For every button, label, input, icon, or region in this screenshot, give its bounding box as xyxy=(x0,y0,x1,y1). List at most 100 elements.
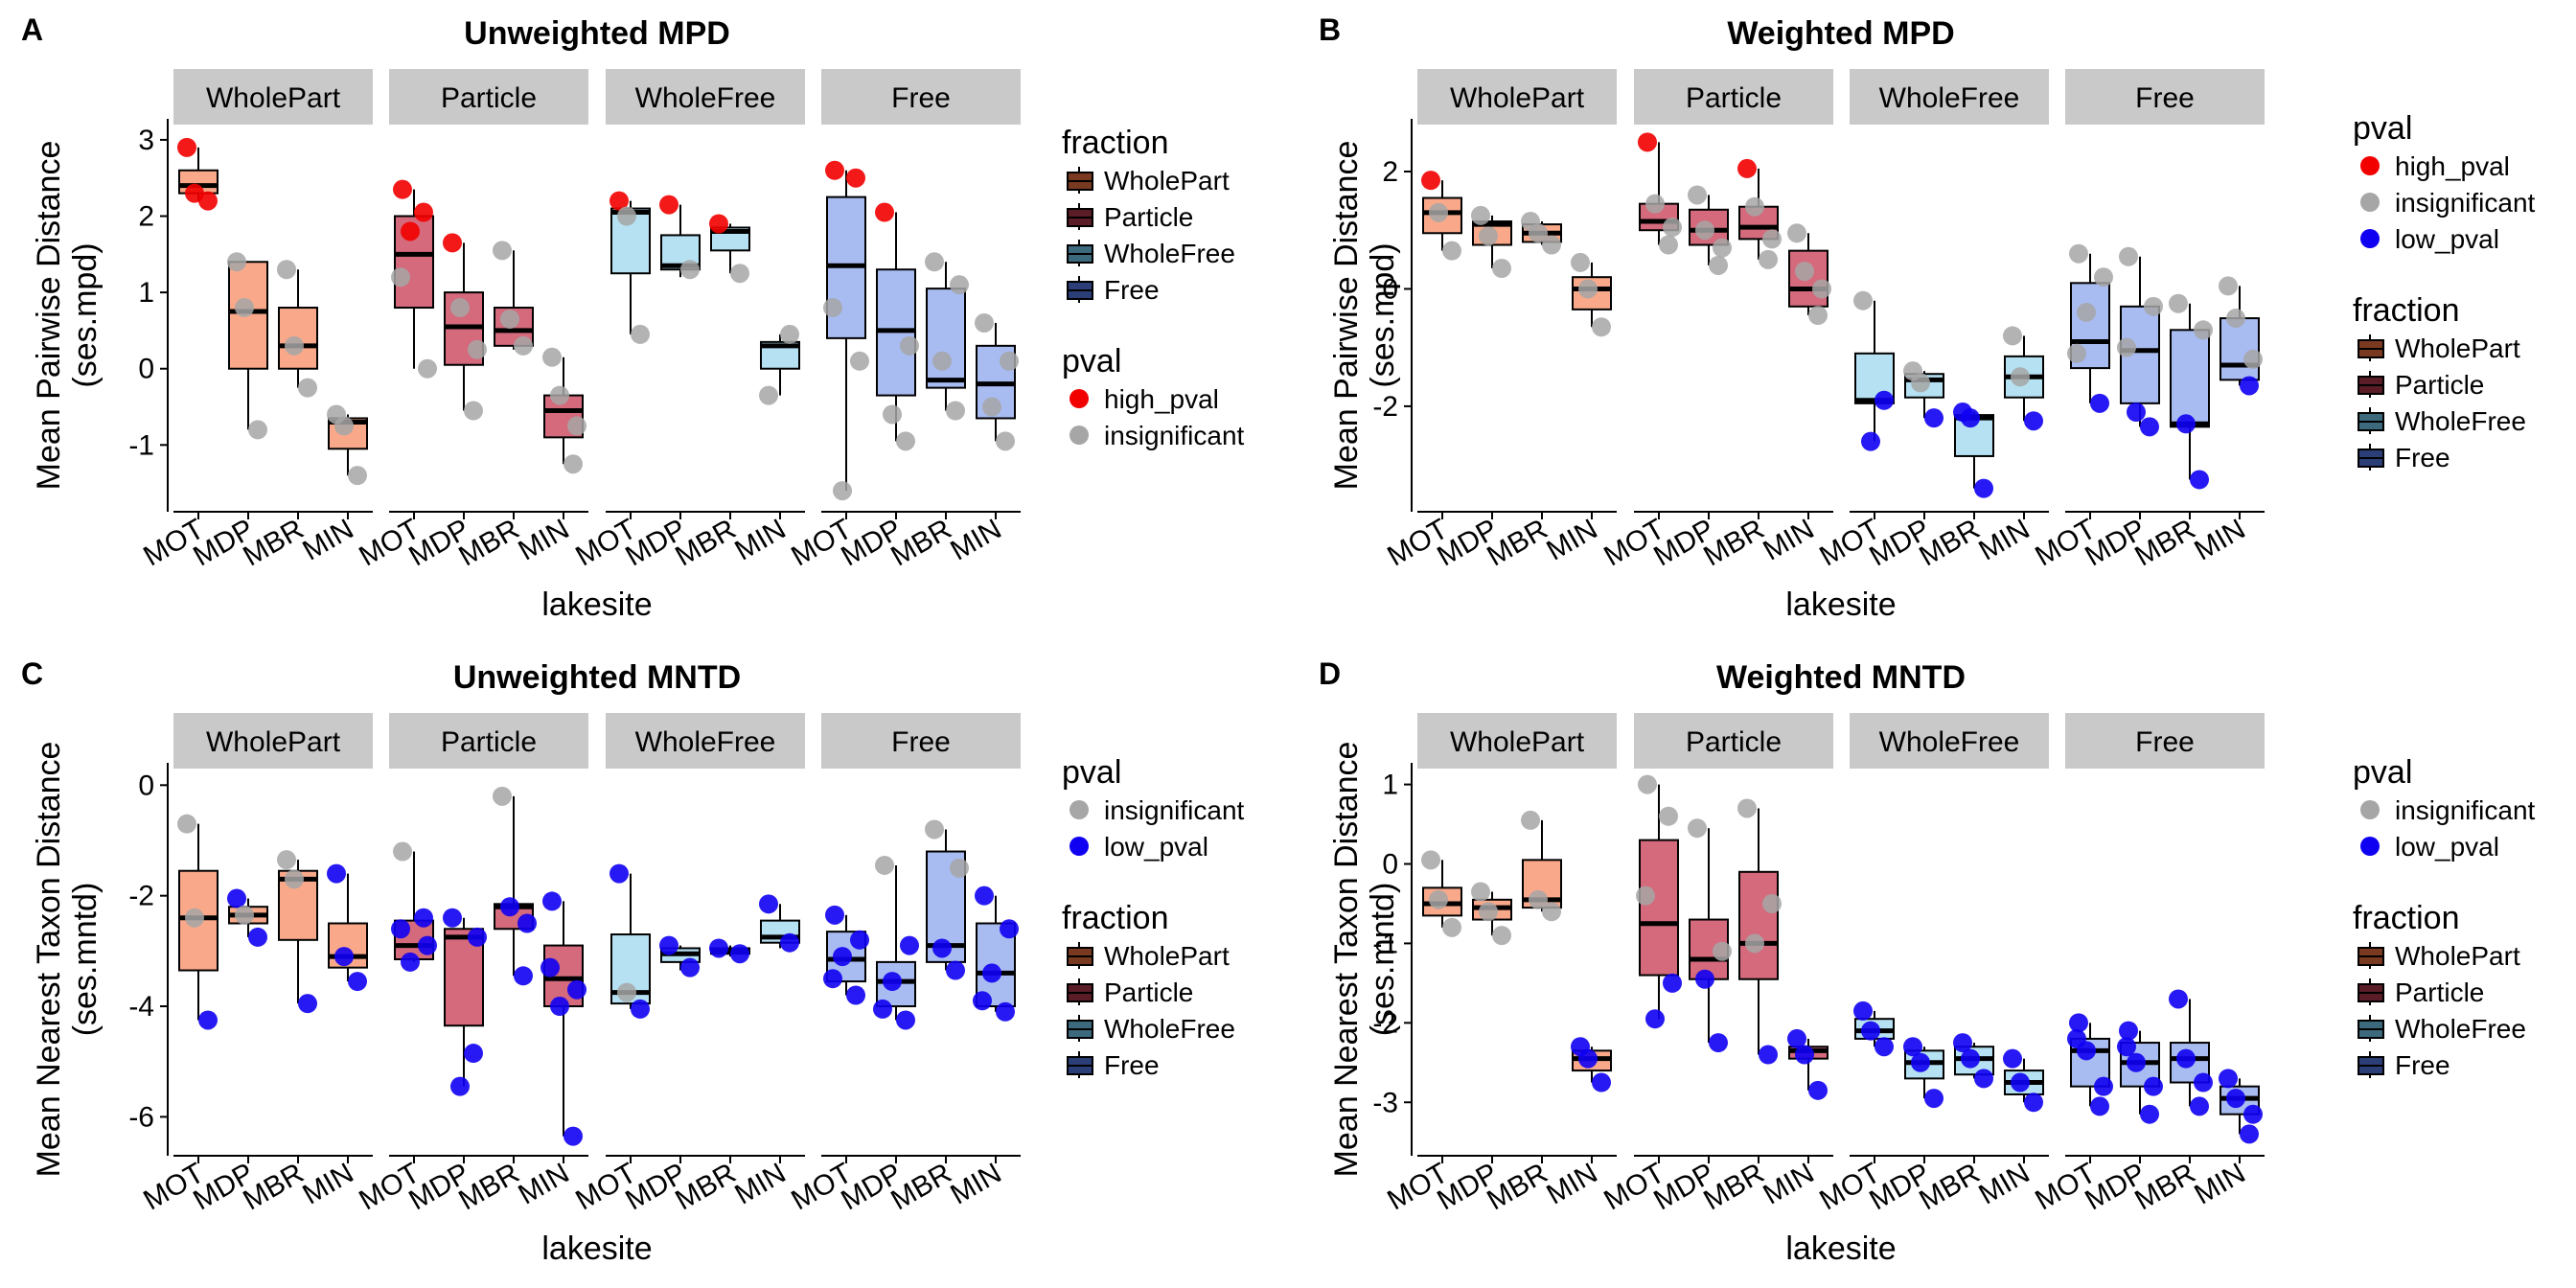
legend-label: Free xyxy=(2395,1050,2450,1080)
data-point xyxy=(1713,238,1732,258)
facet-strip-label: WholePart xyxy=(206,726,341,758)
data-point xyxy=(1759,1045,1778,1065)
data-point xyxy=(1745,933,1764,954)
data-point xyxy=(709,214,728,234)
data-point xyxy=(348,466,367,486)
y-axis-title-line2: (ses.mntd) xyxy=(67,883,104,1037)
data-point xyxy=(348,972,367,992)
data-point xyxy=(759,894,778,914)
data-point xyxy=(2094,267,2113,288)
data-point xyxy=(1471,205,1490,225)
data-point xyxy=(1911,1052,1930,1072)
data-point xyxy=(825,905,844,925)
facet-strip-label: Particle xyxy=(1686,726,1782,758)
x-tick-label: MIN xyxy=(1973,1157,2035,1210)
legend-label: WholeFree xyxy=(2395,1014,2526,1044)
data-point xyxy=(277,260,296,280)
legend-label: WholePart xyxy=(1104,941,1230,971)
legend-label: Particle xyxy=(2395,978,2484,1007)
data-point xyxy=(846,985,865,1005)
y-tick-label: 0 xyxy=(1382,273,1398,305)
legend-key-point xyxy=(2360,800,2380,819)
data-point xyxy=(875,202,894,222)
data-point xyxy=(198,1010,218,1030)
data-point xyxy=(825,160,844,180)
data-point xyxy=(393,179,412,199)
legend-pval: pval insignificant low_pval xyxy=(2353,754,2536,862)
data-point xyxy=(1492,259,1511,279)
data-point xyxy=(248,420,267,440)
data-point xyxy=(1853,290,1873,310)
legend-label: insignificant xyxy=(1104,795,1245,825)
legend-title: pval xyxy=(1062,754,1121,791)
data-point xyxy=(393,841,412,862)
data-point xyxy=(1659,235,1678,255)
data-point xyxy=(833,947,852,967)
data-point xyxy=(298,994,317,1014)
facet-strip-label: WholeFree xyxy=(1879,726,2020,758)
data-point xyxy=(414,202,433,222)
data-point xyxy=(2194,1072,2213,1092)
data-point xyxy=(631,324,650,344)
y-axis-title: Mean Pairwise Distance(ses.mpd) xyxy=(31,141,104,491)
data-point xyxy=(418,935,437,955)
legend-title: fraction xyxy=(1062,900,1169,936)
data-point xyxy=(2003,326,2022,346)
data-point xyxy=(418,358,437,379)
panel-title: Unweighted MNTD xyxy=(453,659,741,696)
data-point xyxy=(1421,171,1440,191)
y-tick-label: -2 xyxy=(1372,1007,1398,1039)
data-point xyxy=(2176,1048,2196,1069)
data-point xyxy=(2117,337,2136,357)
y-tick-label: 3 xyxy=(138,125,154,156)
facet-strip xyxy=(1850,713,2049,769)
data-point xyxy=(227,252,246,272)
legend-key-point xyxy=(2360,193,2380,212)
data-point xyxy=(2077,302,2096,322)
data-point xyxy=(1861,1021,1880,1041)
data-point xyxy=(1529,223,1548,243)
data-point xyxy=(1429,202,1448,222)
data-point xyxy=(617,206,636,226)
data-point xyxy=(1645,1009,1665,1029)
data-point xyxy=(1471,882,1490,902)
data-point xyxy=(982,397,1001,417)
y-axis-title-line1: Mean Nearest Taxon Distance xyxy=(31,742,67,1178)
data-point xyxy=(2069,243,2088,264)
data-point xyxy=(2024,411,2043,431)
data-point xyxy=(2117,1037,2136,1057)
data-point xyxy=(1636,886,1655,906)
data-point xyxy=(414,908,433,928)
x-tick-label: MIN xyxy=(297,513,358,566)
legend-key-point xyxy=(1070,837,1089,856)
data-point xyxy=(564,1126,583,1146)
facet-strip xyxy=(173,713,373,769)
data-point xyxy=(1479,226,1498,246)
x-tick-label: MIN xyxy=(729,513,791,566)
legend-fraction: fraction WholePart Particle WholeFree Free xyxy=(1062,900,1235,1080)
legend-key-point xyxy=(2360,229,2380,248)
x-tick-label: MIN xyxy=(2189,513,2250,566)
data-point xyxy=(464,401,483,421)
legend-label: insignificant xyxy=(1104,421,1245,450)
data-point xyxy=(2069,1013,2088,1033)
data-point xyxy=(2127,402,2146,423)
y-axis-title: Mean Nearest Taxon Distance(ses.mntd) xyxy=(31,742,104,1178)
data-point xyxy=(1695,969,1714,989)
data-point xyxy=(493,241,512,261)
data-point xyxy=(730,264,749,284)
legend-key-point xyxy=(1070,389,1089,408)
legend-title: pval xyxy=(1062,343,1121,380)
data-point xyxy=(900,335,919,356)
data-point xyxy=(1812,279,1831,299)
data-point xyxy=(334,947,354,967)
y-tick-label: -1 xyxy=(128,429,154,461)
data-point xyxy=(1542,902,1561,922)
data-point xyxy=(2119,1021,2138,1041)
data-point xyxy=(1571,252,1590,272)
